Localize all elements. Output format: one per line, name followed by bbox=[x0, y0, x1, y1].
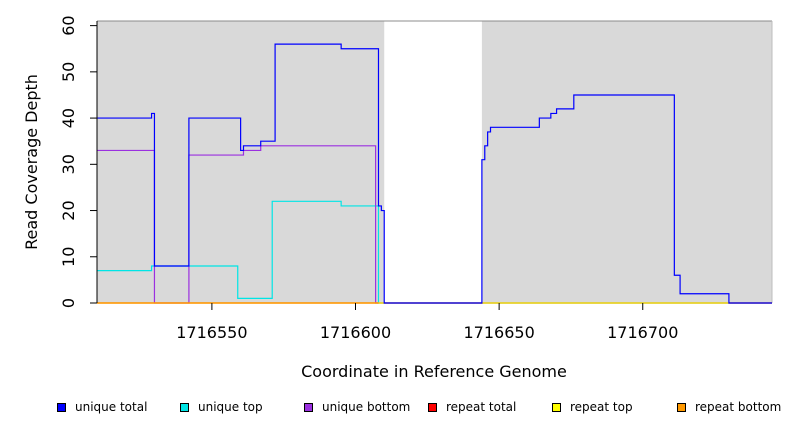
series-line-unique-top bbox=[97, 200, 772, 304]
legend-swatch bbox=[552, 402, 561, 412]
legend-item-unique-bottom: unique bottom bbox=[304, 400, 410, 414]
y-tick-label: 20 bbox=[59, 200, 78, 220]
legend-label: unique bottom bbox=[322, 400, 411, 414]
shaded-region bbox=[481, 21, 772, 303]
legend-item-repeat-total: repeat total bbox=[428, 400, 516, 414]
legend-item-repeat-bottom: repeat bottom bbox=[677, 400, 781, 414]
series-line-unique-total bbox=[97, 43, 772, 304]
legend-swatch bbox=[57, 402, 66, 412]
legend-label: repeat top bbox=[570, 400, 633, 414]
y-axis-title: Read Coverage Depth bbox=[22, 74, 41, 250]
series-layer bbox=[97, 43, 772, 304]
axes-layer: 0 10 20 30 40 50 60 1716550 1716600 1716650 171670… bbox=[59, 15, 678, 342]
legend-label: unique top bbox=[198, 400, 263, 414]
x-tick-label: 1716700 bbox=[607, 323, 678, 342]
legend-item-repeat-top: repeat top bbox=[552, 400, 633, 414]
legend-swatch bbox=[304, 402, 313, 412]
plot-background bbox=[97, 20, 773, 303]
x-axis-title: Coordinate in Reference Genome bbox=[301, 362, 567, 381]
series-line-unique-bottom bbox=[97, 145, 772, 304]
y-tick-label: 60 bbox=[59, 15, 78, 35]
legend-swatch bbox=[677, 402, 686, 412]
legend-item-unique-top: unique top bbox=[180, 400, 263, 414]
legend-label: repeat bottom bbox=[695, 400, 782, 414]
x-tick-label: 1716650 bbox=[463, 323, 534, 342]
legend-label: unique total bbox=[75, 400, 148, 414]
legend-swatch bbox=[180, 402, 189, 412]
legend-label: repeat total bbox=[446, 400, 517, 414]
y-tick-label: 40 bbox=[59, 108, 78, 128]
coverage-chart: 0 10 20 30 40 50 60 1716550 1716600 1716650 171670… bbox=[22, 15, 773, 381]
y-tick-label: 30 bbox=[59, 154, 78, 174]
x-tick-label: 1716600 bbox=[320, 323, 391, 342]
chart-legend: unique total unique top unique bottom repea… bbox=[0, 400, 792, 420]
x-tick-label: 1716550 bbox=[176, 323, 247, 342]
y-tick-label: 0 bbox=[59, 298, 78, 308]
shaded-region bbox=[97, 21, 385, 303]
y-tick-label: 50 bbox=[59, 62, 78, 82]
legend-swatch bbox=[428, 402, 437, 412]
y-tick-label: 10 bbox=[59, 247, 78, 267]
legend-item-unique-total: unique total bbox=[57, 400, 147, 414]
